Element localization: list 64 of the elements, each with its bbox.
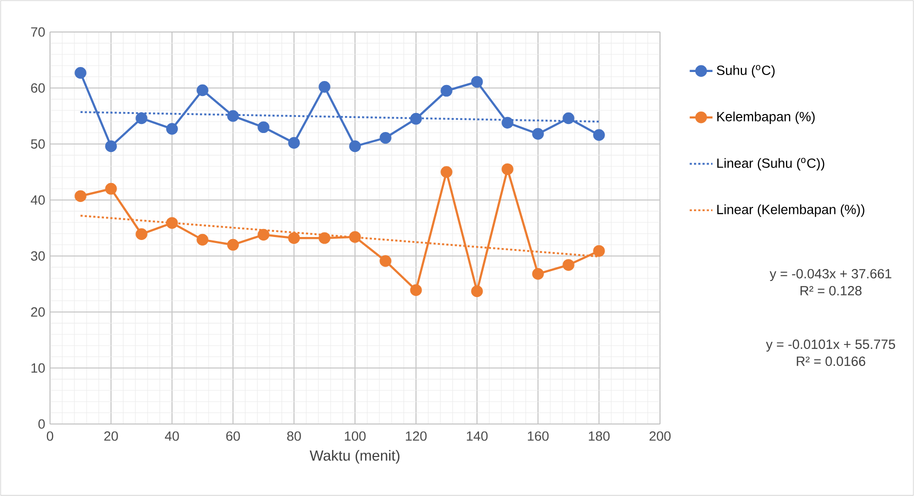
point (105, 140, 117, 152)
point (136, 112, 148, 124)
point (532, 128, 544, 140)
point (74, 190, 86, 202)
text: y = -0.0101x + 55.775 (766, 340, 896, 352)
x-tick-label: 160 (528, 431, 549, 441)
point (562, 112, 574, 124)
point (502, 116, 514, 129)
point (380, 132, 392, 144)
x-tick-label: 60 (226, 431, 240, 441)
point (593, 245, 605, 257)
point (410, 112, 422, 125)
text: R² = 0.128 (800, 286, 862, 296)
point (258, 228, 270, 241)
x-tick-label: 20 (104, 431, 118, 441)
y-tick-label: 0 (38, 419, 45, 429)
x-tick-label: 40 (164, 431, 179, 441)
point (196, 84, 208, 96)
point (532, 268, 544, 280)
x-tick-label: 100 (344, 431, 366, 441)
legend-label: Kelembapan (%) (717, 112, 815, 124)
point (562, 259, 574, 271)
point (380, 255, 392, 267)
y-tick-label: 20 (31, 307, 45, 317)
y-tick-label: 70 (31, 27, 45, 37)
legend-label: Suhu ($^{o}$C) (716, 65, 775, 78)
point (74, 67, 86, 79)
x-tick-label: 0 (46, 431, 54, 441)
y-tick-label: 30 (30, 251, 45, 261)
point (136, 228, 148, 240)
point (349, 140, 361, 152)
point (410, 284, 422, 296)
point (258, 121, 270, 134)
text: R² = 0.0166 (796, 356, 866, 366)
point (288, 232, 300, 244)
x-tick-label: 180 (588, 431, 610, 441)
point (288, 137, 300, 149)
x-tick-label: 140 (466, 431, 488, 441)
x-axis-title: Waktu (menit) (310, 450, 400, 464)
text: y = -0.043x + 37.661 (770, 268, 892, 282)
point (227, 238, 239, 251)
y-tick-label: 10 (31, 363, 45, 373)
point (471, 285, 483, 298)
x-tick-label: 200 (650, 431, 671, 441)
point (471, 76, 483, 88)
y-tick-label: 50 (31, 139, 45, 149)
point (166, 217, 178, 229)
y-tick-label: 60 (31, 83, 45, 93)
x-tick-label: 80 (287, 431, 301, 441)
point (593, 129, 605, 141)
legend-label: Linear (Kelembapan (%)) (717, 204, 864, 217)
point (440, 166, 452, 178)
point (440, 84, 452, 97)
legend-label: Linear (Suhu ($^{o}$C)) (717, 158, 824, 171)
point (349, 231, 361, 243)
y-tick-label: 40 (30, 195, 45, 205)
point (166, 123, 178, 135)
point (318, 81, 330, 93)
point (502, 163, 514, 176)
point (196, 234, 208, 246)
point (227, 110, 239, 122)
point (318, 232, 330, 244)
point (105, 182, 117, 195)
x-tick-label: 120 (406, 431, 427, 441)
